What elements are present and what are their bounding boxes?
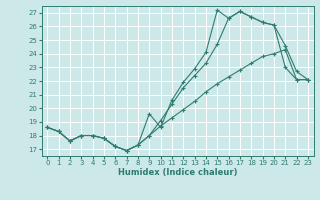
X-axis label: Humidex (Indice chaleur): Humidex (Indice chaleur) [118, 168, 237, 177]
